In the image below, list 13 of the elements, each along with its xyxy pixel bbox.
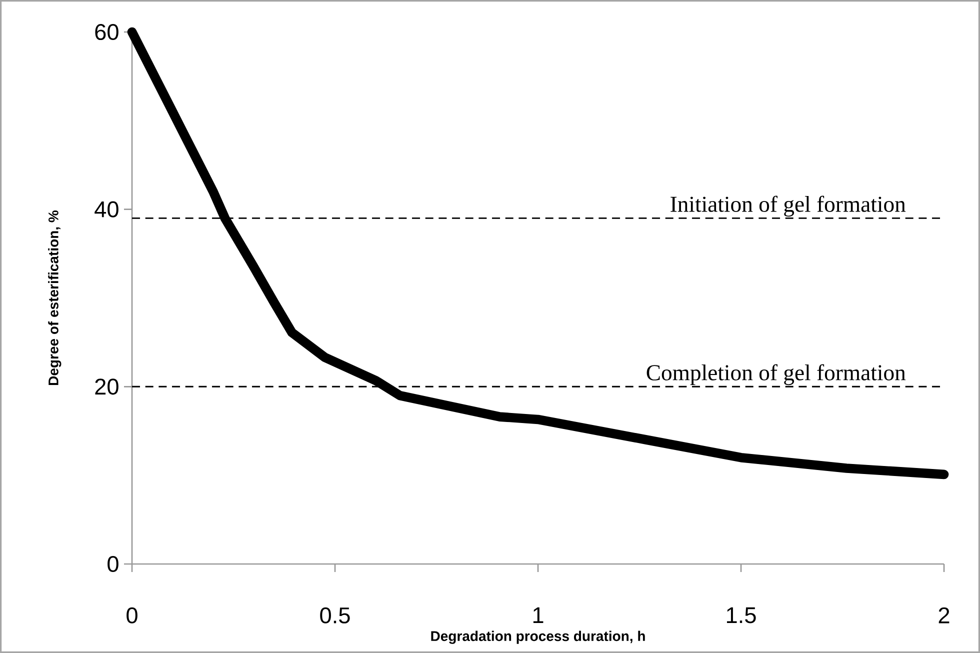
x-tick-label: 2 — [938, 607, 950, 624]
y-tick-label: 0 — [108, 556, 118, 572]
ref-line-label: Initiation of gel formation — [670, 196, 906, 217]
x-tick-label: 1.5 — [726, 607, 756, 624]
y-axis-title: Degree of esterification, % — [48, 210, 62, 385]
y-tick-label: 20 — [95, 378, 118, 395]
x-axis-title: Degradation process duration, h — [431, 630, 645, 644]
x-tick-label: 0.5 — [320, 607, 350, 624]
y-tick-label: 60 — [95, 24, 118, 40]
ref-line-label: Completion of gel formation — [646, 364, 906, 386]
x-tick-label: 0 — [126, 607, 138, 624]
y-tick-label: 40 — [94, 201, 118, 218]
x-tick-label: 1 — [533, 607, 544, 623]
